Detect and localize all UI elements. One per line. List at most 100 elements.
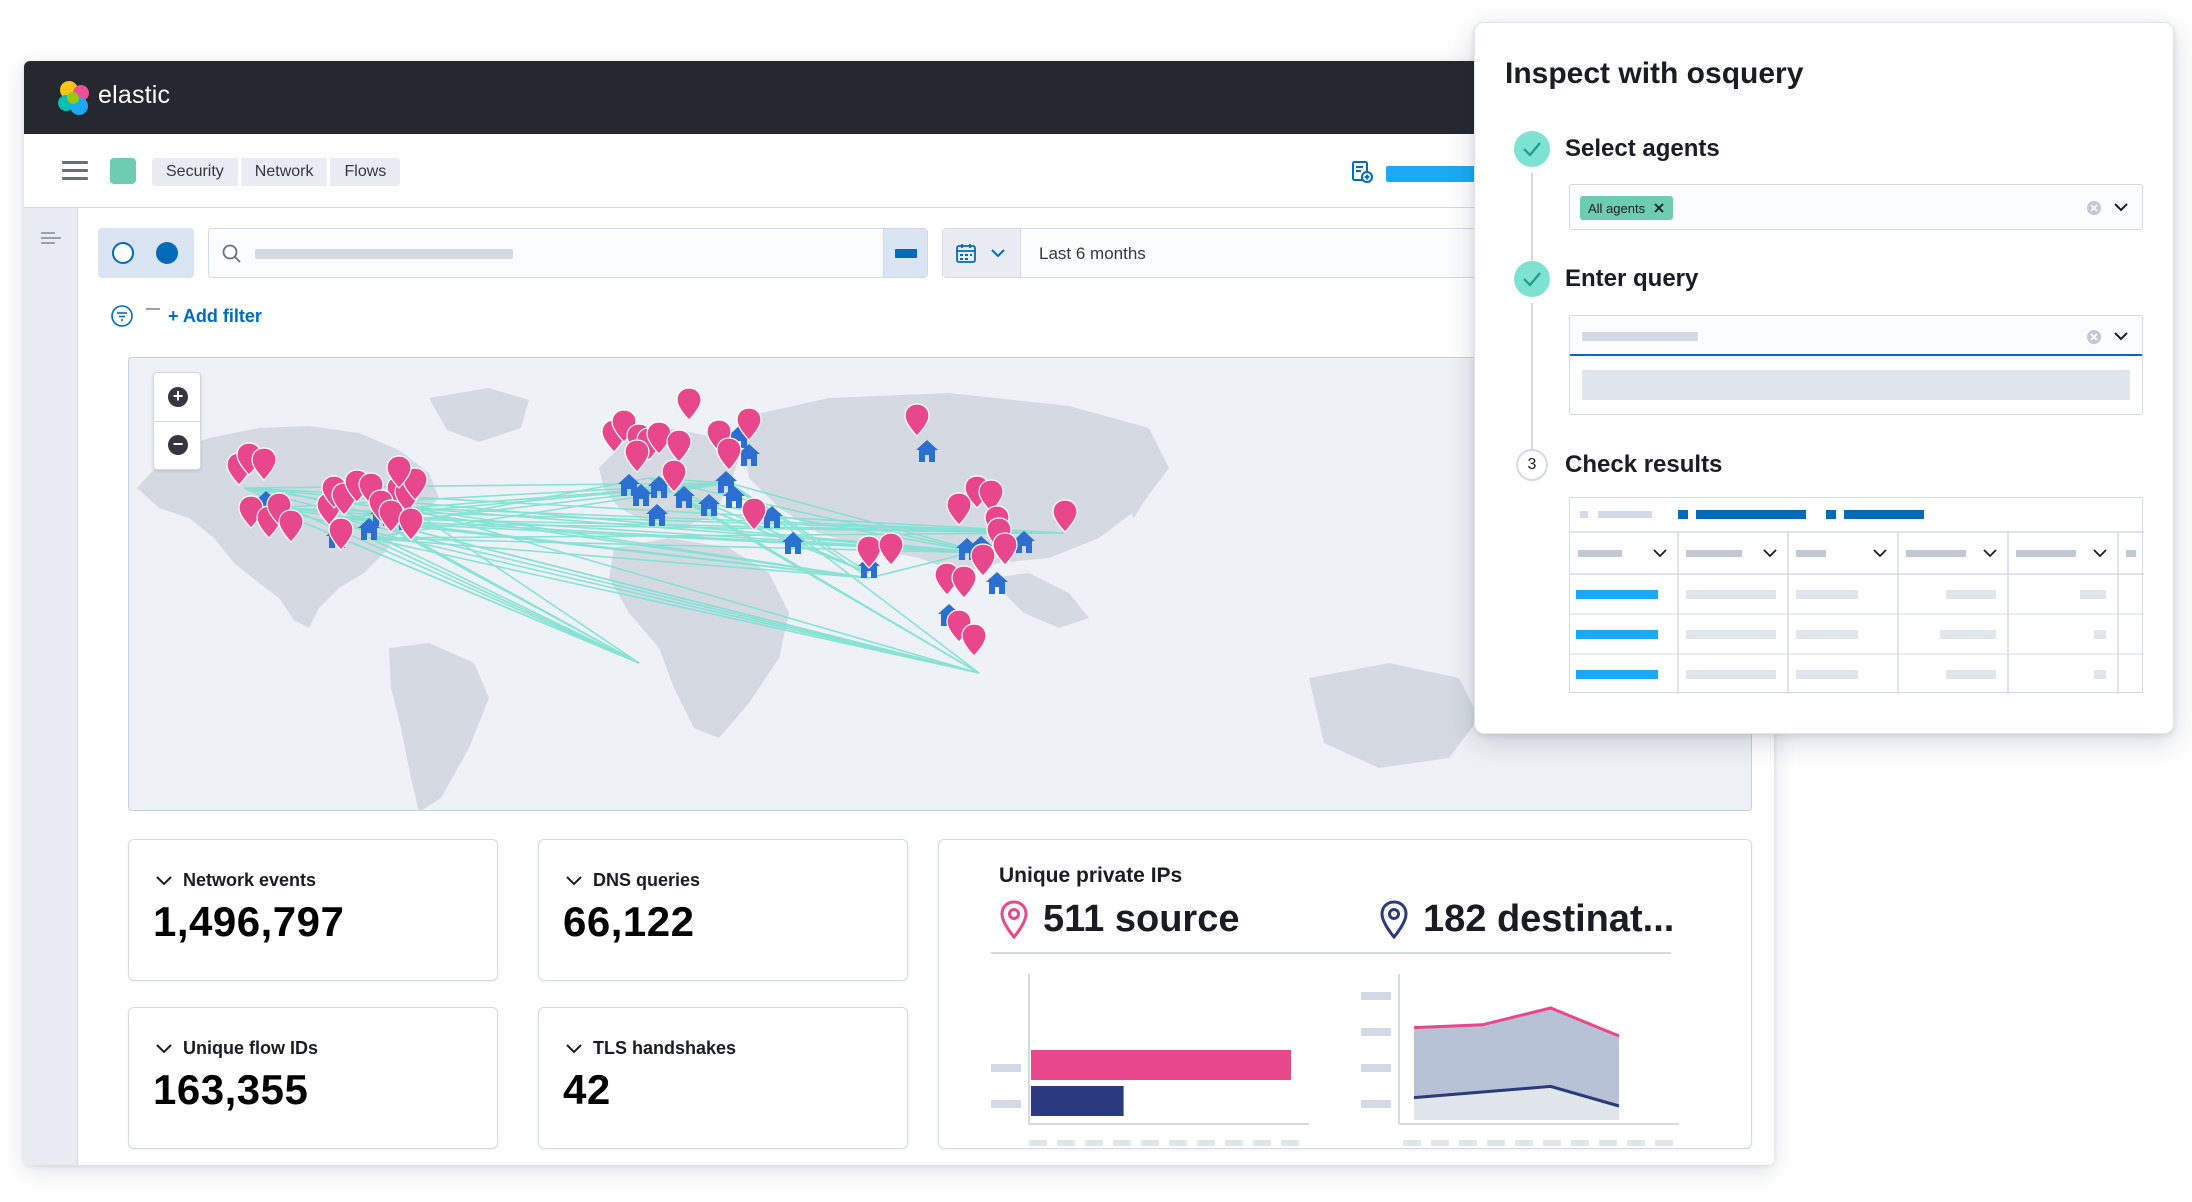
flow-line: [383, 522, 870, 579]
add-to-case-icon[interactable]: [1350, 160, 1374, 184]
menu-icon[interactable]: [62, 161, 88, 181]
area-series-lower: [1413, 1084, 1620, 1108]
stat-title-text: TLS handshakes: [593, 1038, 737, 1058]
map-pin-icon: [741, 497, 767, 531]
stat-title[interactable]: TLS handshakes: [565, 1038, 736, 1059]
stat-title-text: Unique flow IDs: [183, 1038, 318, 1058]
flow-line: [368, 532, 1065, 539]
add-filter-button[interactable]: + Add filter: [168, 306, 262, 326]
step-complete-indicator: [1514, 261, 1550, 297]
flow-line: [408, 507, 640, 664]
source-markers: [226, 387, 1078, 657]
ip-source-value: 511 source: [1043, 898, 1240, 940]
close-icon[interactable]: [1653, 202, 1665, 214]
step-number-indicator: 3: [1516, 449, 1548, 481]
clear-icon[interactable]: [2086, 329, 2102, 345]
area-x-ticks: [1403, 1140, 1673, 1146]
expand-nav-icon[interactable]: [39, 230, 63, 246]
bar-tick-label-1: [991, 1064, 1021, 1072]
map-pin-icon: [961, 623, 987, 657]
ip-charts: [991, 974, 1679, 1146]
continent-southeast-asia: [989, 573, 1089, 628]
search-icon: [222, 244, 241, 263]
stat-unique-flow-ids: Unique flow IDs 163,355: [128, 1007, 498, 1149]
map-canvas[interactable]: [129, 358, 1752, 811]
area-chart: [1361, 974, 1679, 1146]
chevron-down-icon[interactable]: [2112, 201, 2130, 215]
flow-line: [383, 522, 980, 674]
check-icon: [1523, 142, 1541, 157]
filter-icon[interactable]: [110, 304, 134, 328]
flow-line: [368, 537, 640, 664]
map-pin-icon: [328, 517, 354, 551]
map-pin-icon: [398, 507, 424, 541]
chevron-down-icon[interactable]: [2112, 330, 2130, 344]
breadcrumb-network[interactable]: Network: [240, 158, 328, 186]
home-icon: [738, 444, 760, 466]
chevron-down-icon[interactable]: [565, 874, 583, 888]
results-rows: [1576, 590, 2106, 679]
stat-value: 1,496,797: [153, 898, 345, 945]
agent-pill-label: All agents: [1588, 200, 1646, 216]
map-pin-icon: [992, 532, 1018, 566]
home-icon: [646, 504, 668, 526]
query-menu-button[interactable]: [883, 229, 927, 277]
toggle-option-b[interactable]: [156, 242, 178, 264]
continent-australia: [1309, 663, 1479, 768]
results-toolbar: [1580, 510, 1924, 519]
zoom-in-button[interactable]: +: [168, 387, 188, 407]
chevron-down-icon[interactable]: [155, 1042, 173, 1056]
bar-tick-label-2: [991, 1100, 1021, 1108]
map-pin-icon: [624, 439, 650, 473]
chevron-down-icon[interactable]: [565, 1042, 583, 1056]
search-input[interactable]: [253, 243, 513, 263]
ip-destination-value: 182 destinat...: [1423, 898, 1675, 940]
map-pin-icon: [951, 565, 977, 599]
bar-x-ticks: [1029, 1140, 1299, 1146]
continent-south-america: [389, 643, 489, 810]
toggle-option-a[interactable]: [112, 242, 134, 264]
home-icon: [986, 572, 1008, 594]
map-zoom-controls: + −: [153, 372, 201, 470]
header-action-button[interactable]: [1386, 166, 1486, 182]
map-pin-icon: [856, 535, 882, 569]
zoom-out-button[interactable]: −: [168, 435, 188, 455]
elastic-logo-icon[interactable]: [55, 79, 93, 117]
agent-pill[interactable]: All agents: [1580, 196, 1674, 220]
stat-title[interactable]: Network events: [155, 870, 316, 891]
area-y-ticks: [1361, 992, 1391, 1108]
home-icon: [630, 484, 652, 506]
breadcrumb: Security Network Flows: [152, 158, 403, 186]
agents-combobox[interactable]: All agents: [1569, 184, 2143, 230]
ip-source-stat: 511 source: [999, 898, 1239, 941]
map-pin-icon: [676, 387, 702, 421]
map-pin-icon: [646, 421, 672, 455]
area-series-upper: [1413, 1006, 1620, 1038]
flow-line: [648, 477, 730, 484]
stat-title-text: Network events: [183, 870, 317, 890]
flow-line: [728, 482, 985, 554]
home-icon: [673, 486, 695, 508]
breadcrumb-flows[interactable]: Flows: [330, 158, 401, 186]
date-range-label[interactable]: Last 6 months: [1039, 244, 1146, 263]
flow-line: [648, 477, 985, 554]
flow-line: [368, 537, 980, 674]
query-editor[interactable]: [1569, 315, 2143, 415]
ip-panel-divider: [991, 952, 1671, 954]
breadcrumb-security[interactable]: Security: [152, 158, 238, 186]
stat-title[interactable]: Unique flow IDs: [155, 1038, 318, 1059]
map-pin-icon: [1052, 499, 1078, 533]
quick-select-button[interactable]: [943, 229, 1021, 277]
clear-icon[interactable]: [2086, 200, 2102, 216]
results-table: [1569, 497, 2144, 694]
saved-query-select[interactable]: [1570, 316, 2142, 356]
chevron-down-icon[interactable]: [155, 874, 173, 888]
stat-tls-handshakes: TLS handshakes 42: [538, 1007, 908, 1149]
step-label-select-agents: Select agents: [1565, 135, 1720, 162]
home-icon: [715, 471, 737, 493]
stat-title[interactable]: DNS queries: [565, 870, 700, 891]
zoom-divider: [154, 421, 200, 422]
map-pin-icon: [1000, 899, 1028, 939]
space-avatar[interactable]: [110, 158, 136, 184]
query-text-area[interactable]: [1582, 370, 2130, 400]
